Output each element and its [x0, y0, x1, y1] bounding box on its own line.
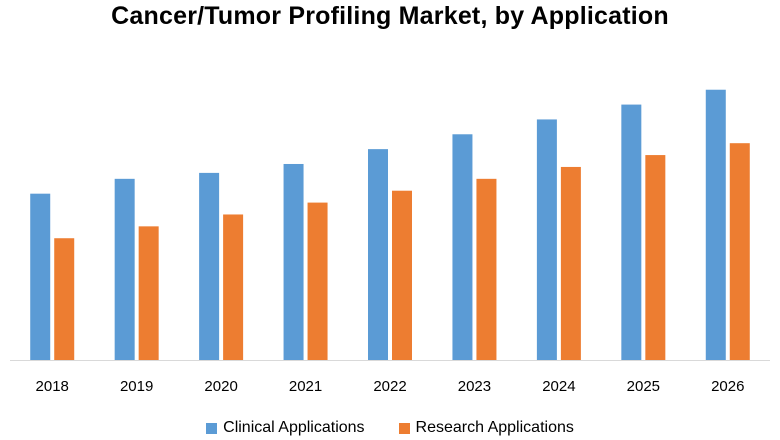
- bar-research-2022: [392, 190, 412, 360]
- bar-research-2019: [138, 226, 159, 360]
- bar-research-2023: [476, 178, 497, 360]
- bar-clinical-2022: [368, 149, 388, 360]
- bar-clinical-2020: [199, 172, 220, 360]
- bar-clinical-2026: [705, 89, 726, 360]
- x-tick-label-2026: 2026: [711, 378, 744, 395]
- x-tick-label-2025: 2025: [627, 378, 660, 395]
- legend-label-clinical: Clinical Applications: [223, 419, 365, 436]
- x-tick-label-2020: 2020: [204, 378, 237, 395]
- bar-research-2021: [307, 202, 328, 360]
- legend-label-research: Research Applications: [415, 419, 574, 436]
- legend-swatch-clinical: [206, 422, 218, 434]
- x-tick-label-2021: 2021: [289, 378, 322, 395]
- bar-clinical-2023: [452, 134, 473, 360]
- bar-clinical-2019: [114, 178, 135, 360]
- bar-research-2026: [729, 143, 750, 360]
- bar-clinical-2021: [283, 163, 304, 360]
- x-tick-label-2022: 2022: [373, 378, 406, 395]
- legend-item-research: Research Applications: [398, 419, 574, 437]
- bar-clinical-2018: [30, 193, 51, 360]
- x-tick-label-2024: 2024: [542, 378, 575, 395]
- chart-legend: Clinical Applications Research Applicati…: [0, 419, 780, 437]
- legend-item-clinical: Clinical Applications: [206, 419, 365, 437]
- bar-research-2018: [54, 238, 75, 360]
- bar-clinical-2024: [536, 119, 557, 361]
- x-tick-label-2023: 2023: [458, 378, 491, 395]
- bar-research-2020: [223, 214, 244, 360]
- x-tick-label-2018: 2018: [36, 378, 69, 395]
- legend-swatch-research: [398, 422, 410, 434]
- bar-clinical-2025: [621, 104, 642, 360]
- chart-title: Cancer/Tumor Profiling Market, by Applic…: [111, 2, 669, 30]
- bar-research-2025: [645, 155, 666, 360]
- bar-research-2024: [560, 166, 581, 360]
- x-tick-label-2019: 2019: [120, 378, 153, 395]
